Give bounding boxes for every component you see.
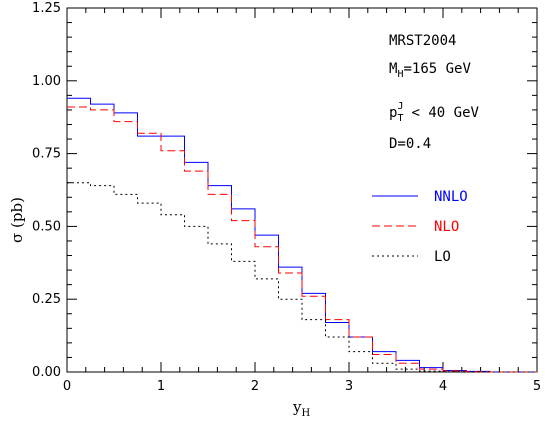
annotation-mass-sub: H — [397, 69, 403, 80]
y-tick-label: 0.75 — [32, 147, 61, 162]
annotation-radius: D=0.4 — [389, 136, 431, 152]
annotation-mass-main: M — [389, 61, 397, 77]
series-nnlo-line — [67, 97, 537, 373]
series-layer — [67, 97, 537, 373]
axis-ticks — [66, 7, 538, 373]
y-tick-label: 0.50 — [32, 219, 61, 234]
x-tick-label: 3 — [345, 379, 353, 394]
legend: NNLO NLO LO — [372, 189, 468, 265]
x-tick-label: 5 — [533, 379, 541, 394]
legend-label-nlo: NLO — [434, 219, 459, 235]
y-tick-label: 0.25 — [32, 292, 61, 307]
plot-frame — [66, 7, 538, 373]
y-tick-label: 0.00 — [32, 365, 61, 380]
x-tick-label: 0 — [63, 379, 71, 394]
annotation-pdf: MRST2004 — [389, 33, 456, 49]
y-axis-title: σ (pb) — [8, 197, 26, 243]
x-axis-title-main: y — [292, 398, 302, 416]
x-tick-label: 2 — [251, 379, 259, 394]
annotation-cut-value: < 40 GeV — [412, 105, 480, 121]
annotation-mass-value: =165 GeV — [403, 61, 471, 77]
annotation-mass: MH=165 GeV — [389, 61, 471, 80]
annotation-cut-sub: T — [397, 113, 403, 124]
legend-label-nnlo: NNLO — [434, 189, 468, 205]
y-tick-label: 1.25 — [32, 1, 61, 16]
annotation-cut: pJ T < 40 GeV — [389, 101, 480, 124]
annotation-cut-p: p — [389, 105, 397, 121]
x-axis-title-sub: H — [301, 408, 310, 419]
x-tick-label: 1 — [157, 379, 165, 394]
series-lo-line — [67, 182, 537, 373]
series-nlo-line — [67, 106, 537, 373]
annotation-cut-sup: J — [397, 101, 403, 112]
legend-label-lo: LO — [434, 249, 451, 265]
y-tick-label: 1.00 — [32, 74, 61, 89]
x-axis-title: yH — [292, 398, 310, 419]
axis-tick-labels: 0 1 2 3 4 5 0.00 0.25 0.50 0.75 1.00 1.25 — [32, 1, 541, 394]
x-tick-label: 4 — [439, 379, 447, 394]
